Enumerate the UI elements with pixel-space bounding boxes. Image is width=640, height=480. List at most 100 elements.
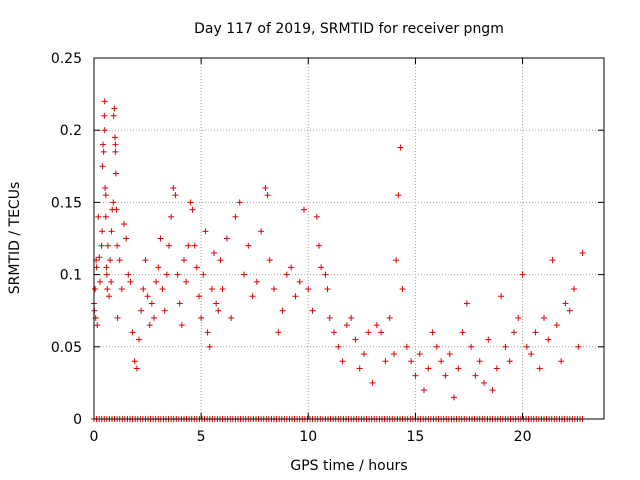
- data-point: [476, 358, 483, 365]
- data-point: [100, 141, 106, 148]
- data-point: [108, 228, 115, 235]
- axis-ticks: [93, 57, 604, 420]
- data-point: [142, 257, 149, 264]
- data-point: [264, 192, 271, 199]
- data-point: [245, 242, 252, 249]
- data-point: [356, 365, 363, 372]
- data-point: [206, 343, 213, 350]
- y-axis-label: SRMTID / TECUs: [7, 182, 23, 295]
- data-point: [100, 148, 107, 155]
- tick-labels: 0 5 10 15 20 0 0.05 0.1 0.15 0.2 0.25: [51, 51, 532, 445]
- data-point: [451, 394, 457, 401]
- data-point: [532, 329, 539, 336]
- y-tick-label: 0.15: [51, 195, 82, 211]
- data-point: [373, 322, 380, 329]
- data-point: [545, 336, 552, 343]
- plot-frame: [93, 57, 605, 420]
- data-point: [99, 228, 106, 235]
- data-point: [101, 127, 108, 134]
- data-point: [393, 257, 400, 264]
- data-point: [296, 278, 303, 285]
- data-point: [106, 293, 112, 300]
- data-point: [275, 329, 282, 336]
- data-point: [112, 148, 119, 155]
- data-point: [208, 286, 215, 293]
- data-point: [114, 314, 121, 321]
- data-point: [121, 221, 127, 228]
- data-point: [159, 286, 166, 293]
- data-point: [391, 351, 397, 358]
- data-point: [369, 379, 376, 386]
- data-point: [155, 264, 162, 271]
- data-point: [102, 213, 109, 220]
- data-point: [416, 351, 423, 358]
- data-point: [176, 300, 183, 307]
- data-point: [322, 271, 329, 278]
- y-tick-label: 0.05: [51, 340, 82, 356]
- x-tick-label: 0: [90, 429, 99, 445]
- data-point: [506, 358, 513, 365]
- data-point: [215, 307, 222, 314]
- data-point: [433, 343, 440, 350]
- data-point: [365, 329, 372, 336]
- data-point: [107, 257, 114, 264]
- data-point: [348, 314, 355, 321]
- data-point: [283, 271, 290, 278]
- data-point: [502, 343, 509, 350]
- data-point: [489, 387, 496, 394]
- data-point: [140, 286, 147, 293]
- data-point: [95, 213, 102, 220]
- data-point: [114, 242, 121, 249]
- data-point: [541, 314, 547, 321]
- data-point: [408, 358, 415, 365]
- data-point: [485, 336, 492, 343]
- data-point: [148, 300, 155, 307]
- data-point: [397, 144, 404, 151]
- grid-lines: [94, 58, 604, 419]
- data-point: [200, 271, 207, 278]
- data-point: [562, 300, 569, 307]
- data-point: [468, 343, 475, 350]
- data-point: [301, 206, 307, 213]
- data-point: [425, 365, 432, 372]
- data-point: [481, 379, 487, 386]
- data-point: [523, 343, 530, 350]
- data-point: [99, 163, 106, 170]
- data-point: [172, 192, 179, 199]
- data-point: [316, 242, 322, 249]
- data-point: [324, 286, 331, 293]
- data-point: [136, 336, 142, 343]
- data-point: [511, 329, 517, 336]
- data-point: [442, 372, 449, 379]
- data-point: [446, 351, 453, 358]
- data-points: [91, 98, 586, 401]
- data-point: [421, 387, 427, 394]
- data-point: [153, 278, 160, 285]
- data-point: [515, 314, 522, 321]
- data-point: [309, 307, 316, 314]
- data-point: [125, 271, 132, 278]
- data-point: [219, 286, 226, 293]
- data-point: [163, 271, 170, 278]
- data-point: [258, 228, 265, 235]
- data-point: [472, 372, 479, 379]
- data-point: [292, 293, 299, 300]
- data-point: [382, 358, 389, 365]
- data-point: [101, 112, 108, 119]
- data-point: [189, 206, 196, 213]
- data-point: [112, 134, 118, 141]
- data-point: [271, 286, 277, 293]
- y-tick-label: 0.25: [51, 51, 82, 67]
- data-point: [94, 322, 101, 329]
- chart-title: Day 117 of 2019, SRMTID for receiver png…: [194, 21, 504, 37]
- data-point: [129, 329, 136, 336]
- data-point: [92, 286, 99, 293]
- data-point: [575, 343, 582, 350]
- data-point: [326, 314, 333, 321]
- data-point: [313, 213, 320, 220]
- data-point: [127, 278, 134, 285]
- data-point: [498, 293, 505, 300]
- data-point: [395, 192, 402, 199]
- y-tick-label: 0.1: [60, 268, 82, 284]
